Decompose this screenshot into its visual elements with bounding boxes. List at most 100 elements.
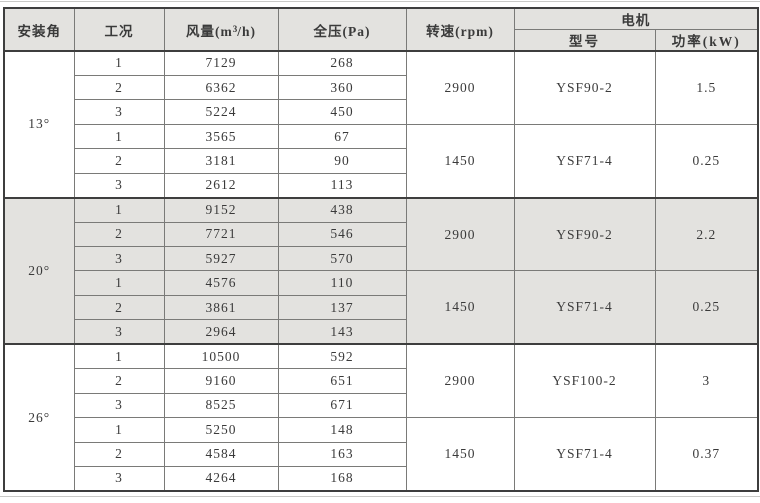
cell-condition: 1: [73, 123, 165, 150]
cell-model: YSF100-2: [513, 343, 656, 419]
cell-angle: 26°: [3, 343, 75, 492]
cell-speed: 1450: [405, 417, 515, 492]
cell-airflow: 2964: [163, 319, 279, 345]
cell-condition: 3: [73, 392, 165, 419]
cell-airflow: 4264: [163, 465, 279, 492]
spec-row: 20° 1 9152 438 2900 YSF90-2 2.2: [3, 196, 759, 345]
bottom-divider: [0, 496, 760, 497]
cell-condition: 1: [73, 196, 165, 223]
header-airflow: 风量(m3/h): [163, 7, 279, 52]
cell-condition: 1: [73, 49, 165, 76]
cell-airflow: 4576: [163, 270, 279, 296]
cell-pressure: 67: [277, 123, 407, 150]
cell-model: YSF71-4: [513, 123, 656, 199]
header-power: 功率(kW): [654, 29, 759, 52]
cell-airflow: 3861: [163, 294, 279, 321]
spec-row: 2 4584 163: [4, 441, 758, 467]
cell-airflow: 7129: [163, 49, 279, 76]
cell-airflow: 10500: [163, 343, 279, 370]
spec-row: 3 5224 450: [4, 99, 758, 125]
cell-power: 1.5: [654, 49, 759, 125]
cell-airflow: 2612: [163, 172, 279, 199]
airflow-label-post: /h): [237, 23, 256, 39]
header-speed: 转速(rpm): [405, 7, 515, 52]
header-row-main: 安装角 工况 风量(m3/h) 全压(Pa) 转速(rpm) 电机: [3, 7, 759, 52]
cell-condition: 2: [73, 74, 165, 101]
cell-airflow: 6362: [163, 74, 279, 101]
cell-speed: 2900: [405, 343, 515, 419]
header-model: 型号: [513, 29, 656, 52]
cell-pressure: 143: [277, 319, 407, 345]
cell-pressure: 168: [277, 465, 407, 492]
cell-speed: 1450: [405, 270, 515, 345]
cell-condition: 3: [73, 99, 165, 125]
spec-row: 3 5927 570: [4, 245, 758, 272]
cell-pressure: 546: [277, 221, 407, 248]
cell-pressure: 671: [277, 392, 407, 419]
airflow-label-pre: 风量(m: [185, 23, 233, 39]
cell-pressure: 90: [277, 148, 407, 174]
spec-row: 26° 1 10500 592 2900 YSF100-2 3: [3, 343, 759, 492]
cell-airflow: 5224: [163, 99, 279, 125]
cell-power: 3: [654, 343, 759, 419]
cell-airflow: 4584: [163, 441, 279, 467]
cell-condition: 3: [73, 172, 165, 199]
cell-model: YSF71-4: [513, 270, 656, 345]
spec-row: 2 3181 90: [4, 148, 758, 174]
cell-power: 0.25: [654, 270, 759, 345]
cell-condition: 2: [73, 368, 165, 394]
cell-pressure: 113: [277, 172, 407, 199]
cell-pressure: 268: [277, 49, 407, 76]
spec-table-body: 13° 1 7129 268 2900 YSF90-2 1.5 2 6362 360 3 5224 45…: [3, 49, 759, 492]
cell-pressure: 592: [277, 343, 407, 370]
cell-condition: 2: [73, 294, 165, 321]
cell-condition: 3: [73, 319, 165, 345]
cell-airflow: 9160: [163, 368, 279, 394]
cell-condition: 1: [73, 343, 165, 370]
cell-pressure: 110: [277, 270, 407, 296]
cell-speed: 2900: [405, 49, 515, 125]
header-pressure: 全压(Pa): [277, 7, 407, 52]
cell-speed: 1450: [405, 123, 515, 199]
airflow-label-sup: 3: [232, 23, 238, 34]
cell-pressure: 570: [277, 245, 407, 272]
cell-airflow: 3565: [163, 123, 279, 150]
cell-pressure: 651: [277, 368, 407, 394]
cell-pressure: 360: [277, 74, 407, 101]
cell-pressure: 450: [277, 99, 407, 125]
cell-condition: 1: [73, 417, 165, 443]
header-angle: 安装角: [3, 7, 75, 52]
header-motor: 电机: [513, 7, 759, 30]
cell-pressure: 438: [277, 196, 407, 223]
cell-model: YSF71-4: [513, 417, 656, 492]
cell-power: 0.37: [654, 417, 759, 492]
spec-row: 3 8525 671: [4, 392, 758, 419]
spec-row: 13° 1 7129 268 2900 YSF90-2 1.5: [3, 49, 759, 199]
cell-power: 2.2: [654, 196, 759, 272]
top-divider: [0, 1, 760, 2]
cell-power: 0.25: [654, 123, 759, 199]
cell-condition: 1: [73, 270, 165, 296]
header-condition: 工况: [73, 7, 165, 52]
spec-row: 3 4264 168: [4, 465, 758, 492]
spec-row: 1 3565 67 1450 YSF71-4 0.25: [4, 123, 759, 199]
cell-pressure: 137: [277, 294, 407, 321]
spec-row: 1 5250 148 1450 YSF71-4 0.37: [4, 417, 759, 492]
cell-model: YSF90-2: [513, 196, 656, 272]
cell-airflow: 5250: [163, 417, 279, 443]
cell-airflow: 5927: [163, 245, 279, 272]
cell-speed: 2900: [405, 196, 515, 272]
table-header: 安装角 工况 风量(m3/h) 全压(Pa) 转速(rpm) 电机 型号 功率(…: [3, 7, 759, 52]
cell-airflow: 9152: [163, 196, 279, 223]
cell-airflow: 8525: [163, 392, 279, 419]
cell-pressure: 163: [277, 441, 407, 467]
fan-spec-table: 安装角 工况 风量(m3/h) 全压(Pa) 转速(rpm) 电机 型号 功率(…: [3, 7, 759, 492]
spec-row: 2 9160 651: [4, 368, 758, 394]
cell-condition: 3: [73, 245, 165, 272]
cell-condition: 2: [73, 148, 165, 174]
spec-row: 3 2964 143: [4, 319, 758, 345]
cell-condition: 2: [73, 221, 165, 248]
cell-airflow: 3181: [163, 148, 279, 174]
spec-row: 2 3861 137: [4, 294, 758, 321]
